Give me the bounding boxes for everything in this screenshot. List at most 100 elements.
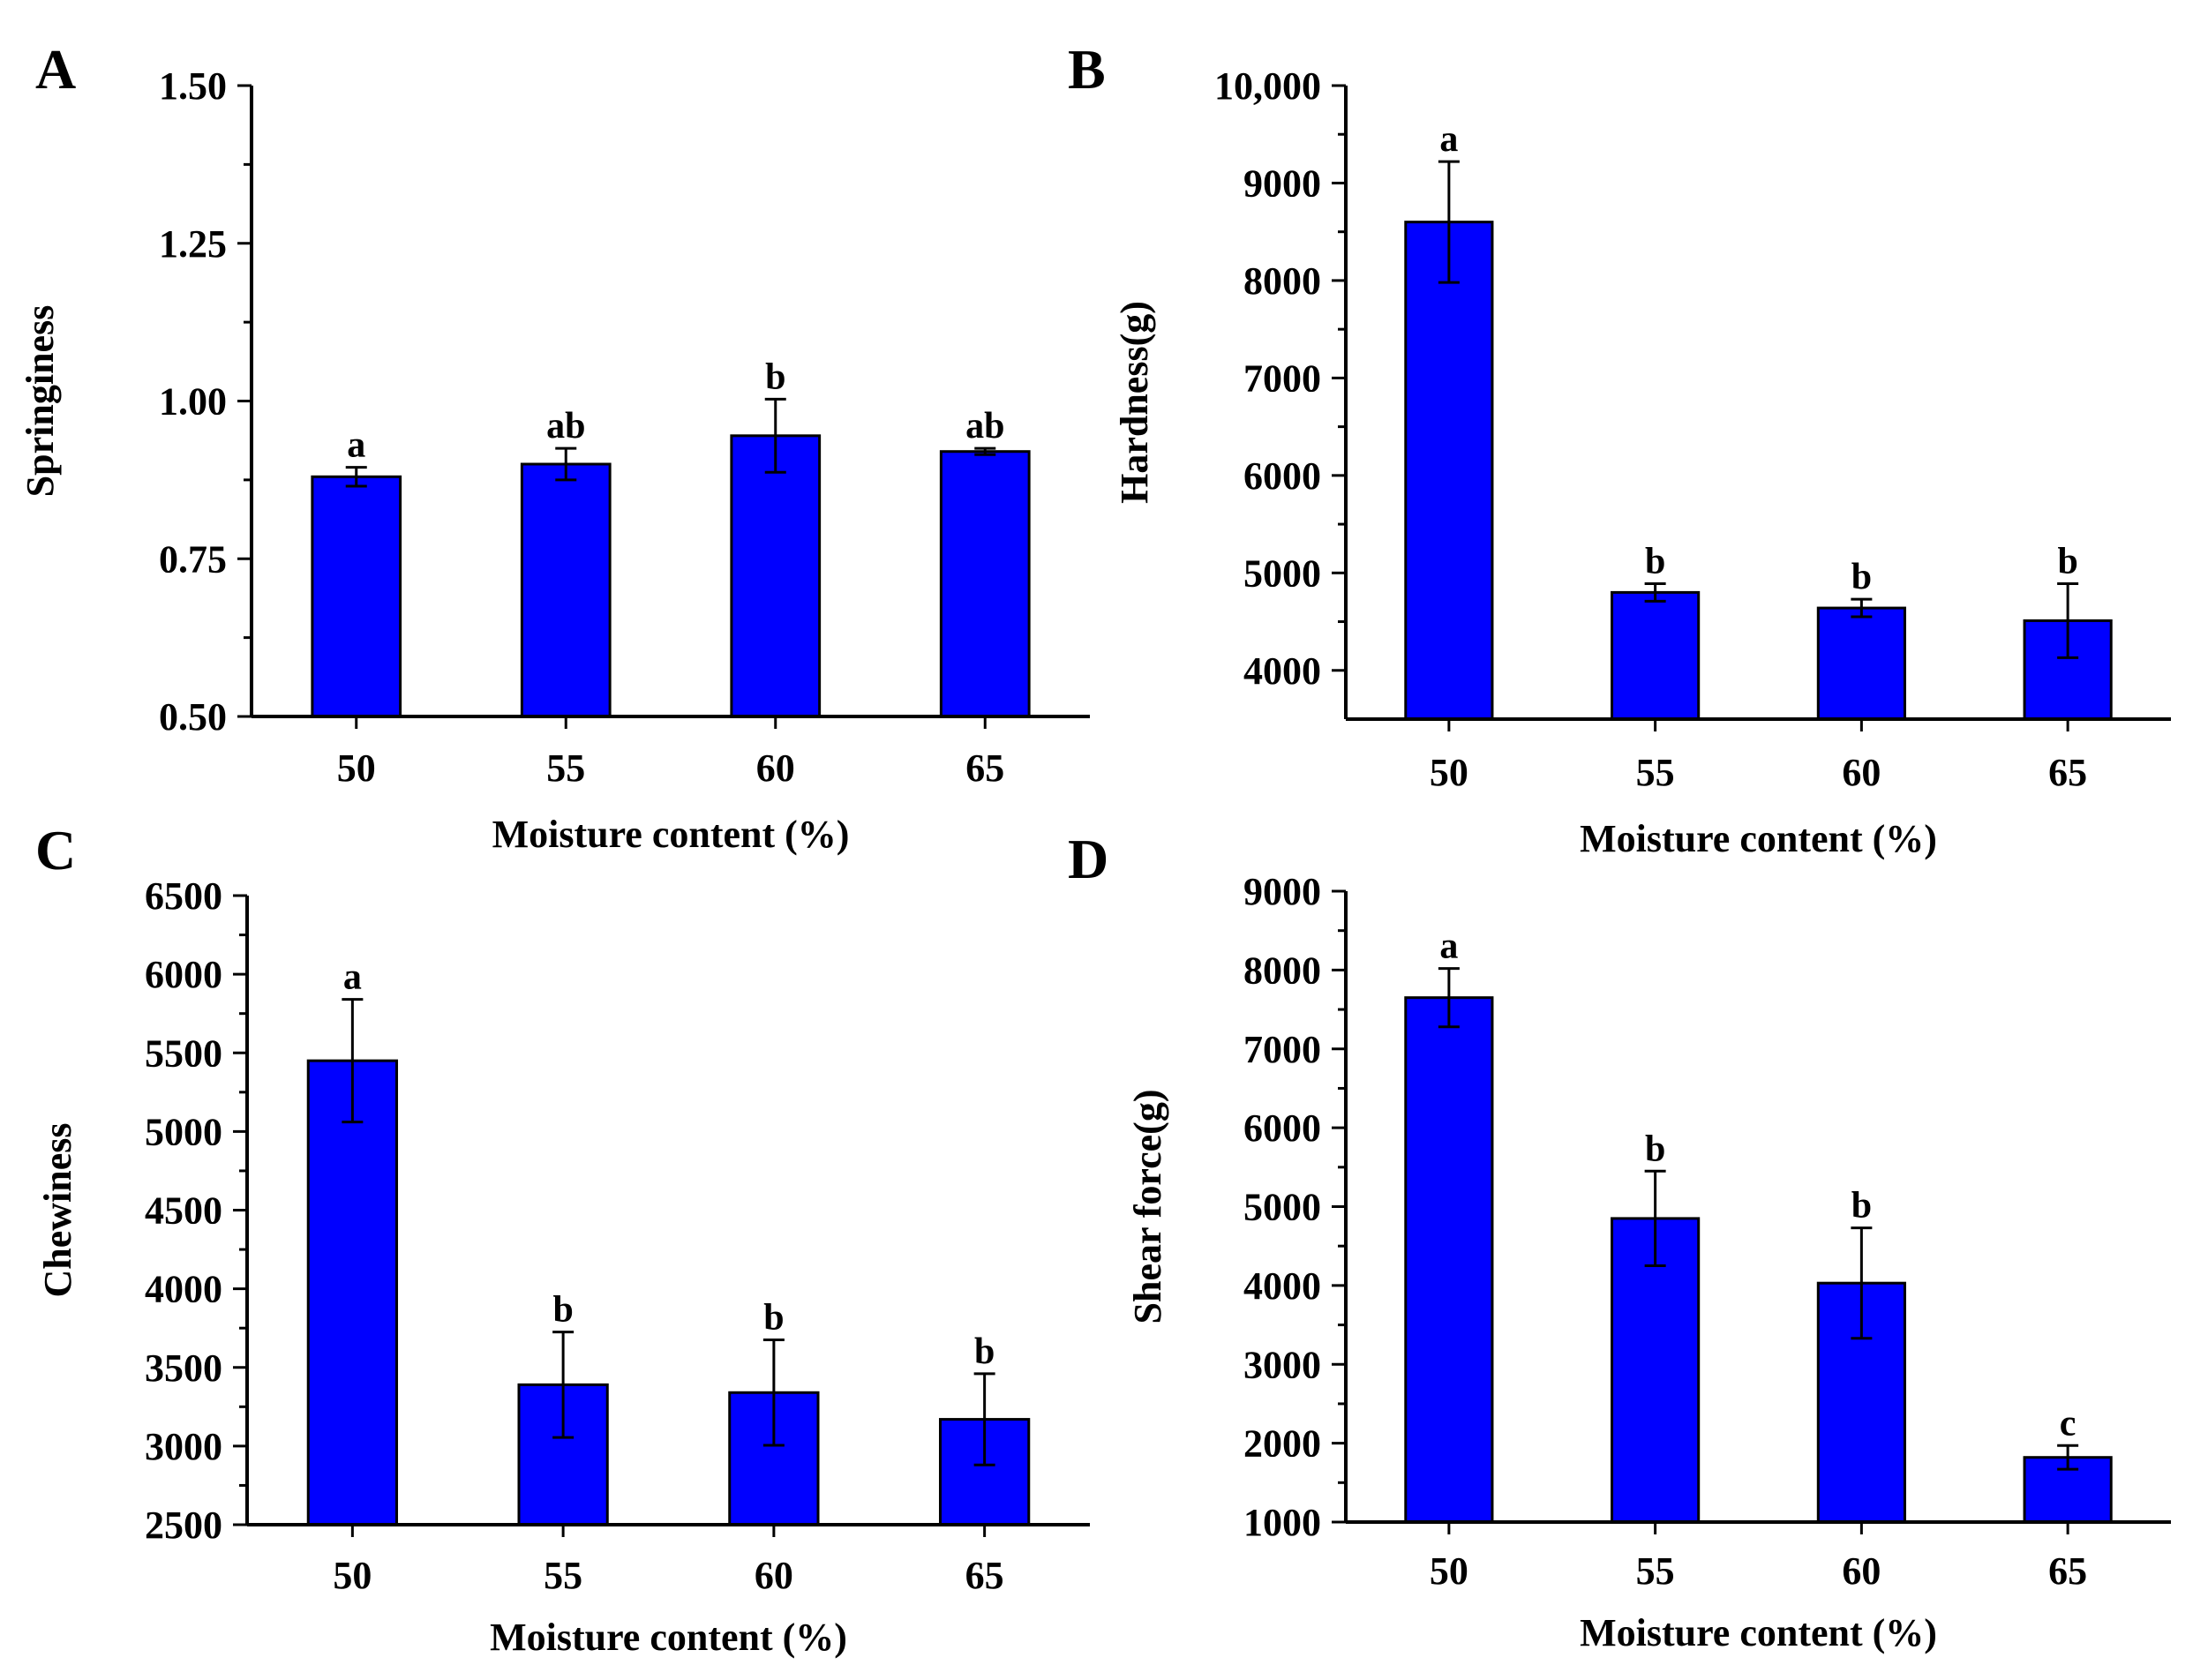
bar-55 [1611, 1217, 1701, 1524]
y-tick-label: 9000 [1243, 870, 1321, 913]
error-bar-50 [342, 998, 364, 1124]
significance-label: b [552, 1290, 573, 1331]
x-tick-label: 65 [965, 746, 1004, 790]
error-bar-60 [1851, 1226, 1873, 1340]
significance-label: ab [965, 406, 1004, 446]
x-tick-label: 50 [1430, 1549, 1468, 1593]
significance-label: b [974, 1331, 995, 1372]
y-tick-label: 5000 [1243, 551, 1321, 595]
panel-letter: B [1068, 38, 1106, 101]
y-axis-title: Hardness(g) [1113, 301, 1156, 504]
panel-letter: A [35, 38, 76, 101]
significance-label: b [2057, 541, 2077, 581]
x-tick-label: 50 [333, 1554, 372, 1597]
y-tick-label: 4000 [1243, 649, 1321, 693]
y-tick-label: 6000 [1243, 454, 1321, 498]
error-bar-50 [1438, 160, 1460, 284]
y-tick-label: 7000 [1243, 356, 1321, 400]
y-tick-label: 3000 [145, 1425, 222, 1468]
x-tick-label: 55 [546, 746, 585, 790]
y-tick-label: 2500 [145, 1504, 222, 1547]
error-bar-50 [345, 466, 367, 488]
significance-label: a [1439, 119, 1458, 160]
significance-label: a [1439, 926, 1458, 967]
error-bar-55 [1644, 1169, 1666, 1268]
y-tick-label: 10,000 [1214, 64, 1321, 108]
significance-label: b [763, 1298, 784, 1339]
x-tick-label: 65 [2048, 751, 2087, 794]
y-tick-label: 5000 [1243, 1186, 1321, 1229]
significance-label: b [1645, 541, 1665, 581]
x-tick-label: 65 [2048, 1549, 2087, 1593]
significance-label: a [343, 957, 362, 998]
error-bar-60 [762, 1339, 785, 1447]
y-tick-label: 2000 [1243, 1422, 1321, 1466]
y-tick-label: 7000 [1243, 1028, 1321, 1071]
chart-panel-c: Ca 50 b 55 b 60 b 65 2500 3000 3500 4000 4500 5000 550… [35, 819, 1090, 1659]
y-tick-label: 6000 [1243, 1106, 1321, 1150]
significance-label: b [1851, 1186, 1872, 1226]
error-bar-60 [1851, 597, 1873, 619]
significance-label: c [2060, 1403, 2077, 1444]
bar-65 [939, 450, 1031, 718]
x-tick-label: 50 [1430, 751, 1468, 794]
y-tick-label: 8000 [1243, 949, 1321, 992]
y-tick-label: 1.50 [159, 64, 227, 108]
y-tick-label: 9000 [1243, 161, 1321, 205]
significance-label: b [1851, 557, 1872, 597]
x-tick-label: 55 [1636, 751, 1675, 794]
y-axis-title: Chewiness [36, 1122, 79, 1297]
significance-label: b [765, 356, 785, 397]
y-axis-title: Springiness [19, 305, 62, 498]
x-axis-title: Moisture content (%) [492, 813, 850, 856]
bar-60 [730, 434, 822, 718]
bar-50 [311, 475, 402, 718]
x-tick-label: 65 [965, 1554, 1004, 1597]
error-bar-55 [555, 446, 577, 482]
error-bar-60 [764, 397, 786, 474]
y-tick-label: 6500 [145, 874, 222, 918]
error-bar-65 [974, 446, 996, 456]
x-tick-label: 60 [756, 746, 795, 790]
y-tick-label: 8000 [1243, 259, 1321, 303]
x-tick-label: 50 [337, 746, 376, 790]
y-tick-label: 1.25 [159, 222, 227, 266]
bar-50 [306, 1059, 399, 1526]
bar-55 [1611, 590, 1701, 721]
y-tick-label: 0.50 [159, 695, 227, 739]
x-axis-title: Moisture content (%) [490, 1616, 847, 1659]
x-tick-label: 55 [1636, 1549, 1675, 1593]
chart-panel-a: Aa 50 ab 55 b 60 ab 65 0.50 0.75 1.00 1.25 1.50 Sprin… [19, 38, 1090, 856]
x-tick-label: 60 [1842, 751, 1881, 794]
error-bar-55 [1644, 581, 1666, 603]
chart-panel-d: Da 50 b 55 b 60 c 65 1000 2000 3000 4000 5000 6000 700… [1068, 828, 2171, 1654]
y-tick-label: 4000 [1243, 1264, 1321, 1308]
significance-label: ab [546, 406, 585, 446]
error-bar-50 [1438, 967, 1460, 1029]
panel-letter: C [35, 819, 76, 881]
bar-60 [1816, 606, 1906, 721]
y-tick-label: 4500 [145, 1189, 222, 1233]
y-axis-title: Shear force(g) [1126, 1090, 1169, 1324]
error-bar-65 [973, 1372, 995, 1466]
y-tick-label: 5000 [145, 1110, 222, 1153]
significance-label: a [347, 425, 365, 466]
y-tick-label: 0.75 [159, 537, 227, 581]
y-tick-label: 1000 [1243, 1501, 1321, 1544]
error-bar-65 [2057, 1444, 2079, 1471]
chart-panel-b: Ba 50 b 55 b 60 b 65 4000 5000 6000 7000 8000 9000 10,… [1068, 38, 2171, 860]
bar-55 [520, 462, 612, 718]
y-tick-label: 1.00 [159, 380, 227, 424]
panel-letter: D [1068, 828, 1108, 890]
y-tick-label: 3000 [1243, 1343, 1321, 1386]
significance-label: b [1645, 1129, 1665, 1169]
bar-50 [1404, 221, 1494, 721]
x-tick-label: 60 [1842, 1549, 1881, 1593]
y-tick-label: 5500 [145, 1031, 222, 1075]
y-tick-label: 3500 [145, 1346, 222, 1390]
x-tick-label: 60 [755, 1554, 793, 1597]
error-bar-55 [552, 1331, 575, 1439]
error-bar-65 [2057, 581, 2079, 659]
x-tick-label: 55 [544, 1554, 582, 1597]
